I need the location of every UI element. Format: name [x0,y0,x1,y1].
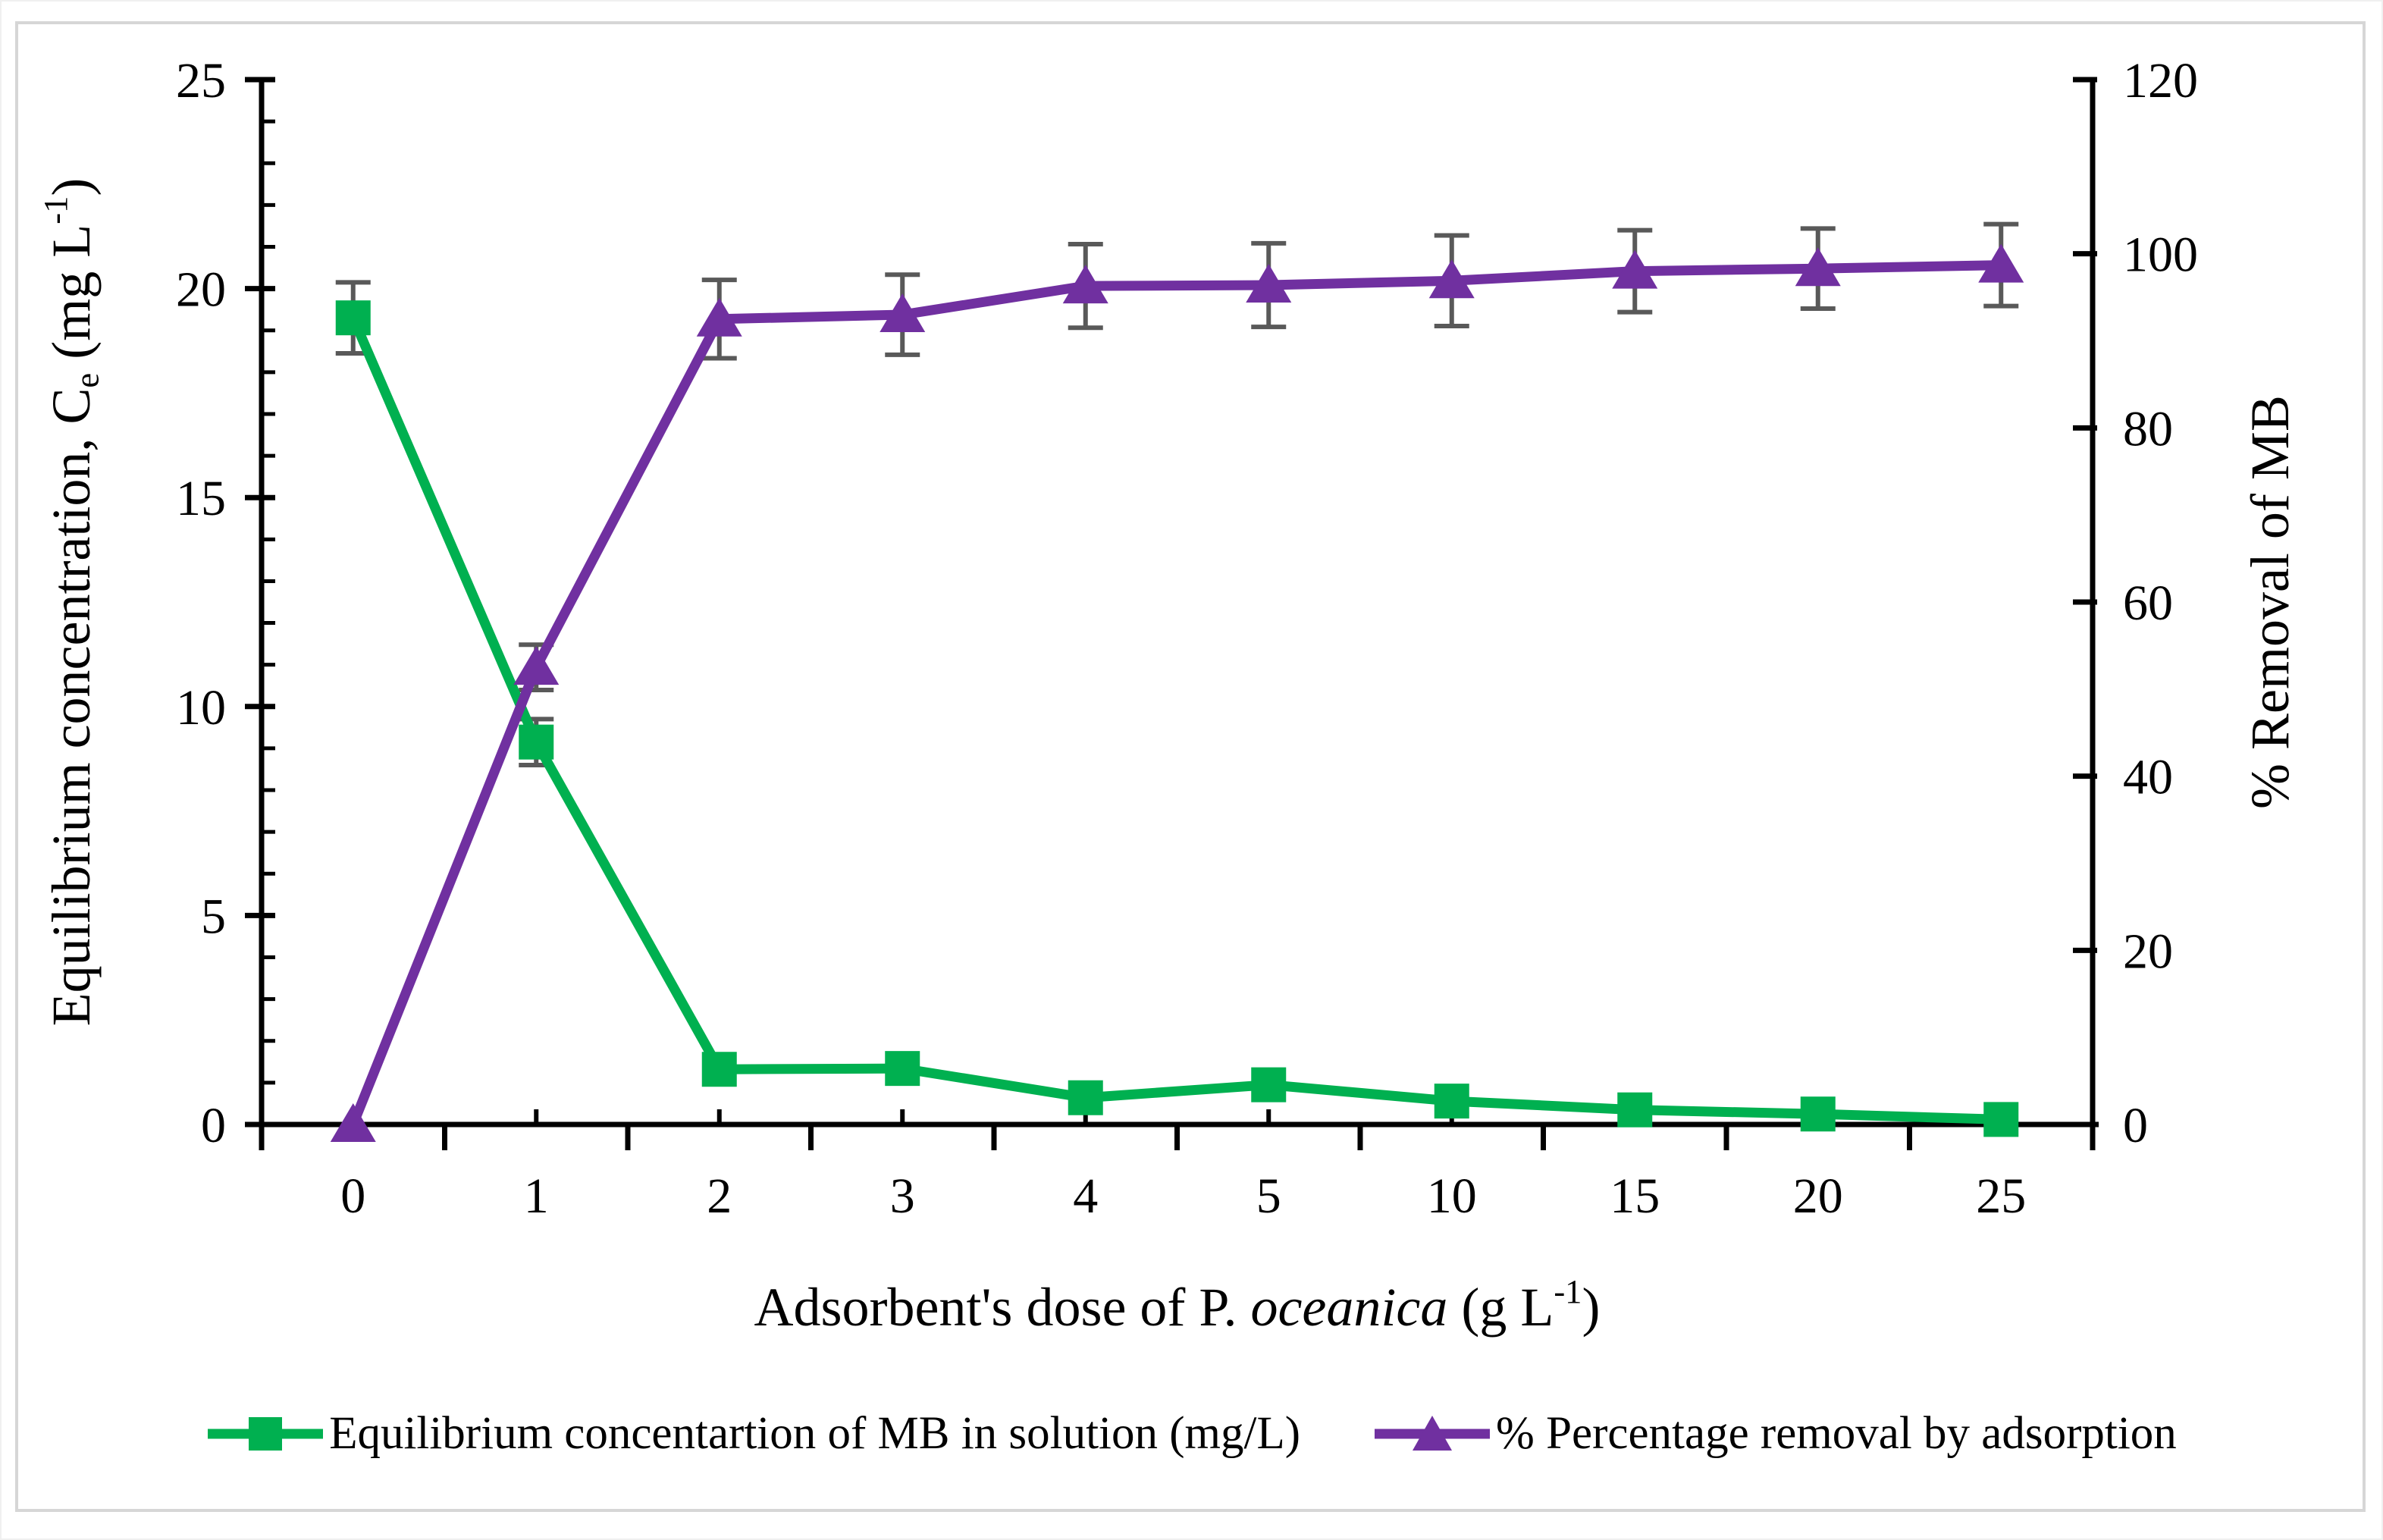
data-point-square [885,1051,920,1087]
data-point-square [1251,1067,1287,1102]
x-axis-tick-label: 2 [707,1168,732,1224]
data-point-square [519,724,554,760]
legend-swatch-square-icon [208,1417,324,1451]
data-point-triangle [1428,259,1475,299]
y-left-tick-label: 5 [201,889,226,944]
series-line-0 [348,315,2002,1124]
data-point-triangle [330,1103,376,1142]
data-point-triangle [1795,247,1841,287]
y-left-tick-label: 25 [176,53,226,108]
x-axis-tick-label: 25 [1976,1168,2026,1224]
x-axis-tick-label: 1 [524,1168,549,1224]
x-axis-tick-label: 3 [890,1168,915,1224]
axis-titles-group: Adsorbent's dose of P. oceanica (g L-1) E… [36,178,2300,1338]
y-left-tick-label: 0 [201,1098,226,1153]
legend-label-equilibrium: Equilibrium concentartion of MB in solut… [329,1408,1301,1459]
data-point-triangle [1612,249,1658,289]
data-point-triangle [513,646,560,685]
y-right-tick-label: 100 [2123,227,2198,283]
y-right-tick-label: 20 [2123,924,2173,979]
y-right-tick-label: 80 [2123,401,2173,456]
legend-item-equilibrium: Equilibrium concentartion of MB in solut… [206,1407,1300,1460]
series-line-1 [348,260,2002,1127]
x-axis-tick-label: 15 [1610,1168,1660,1224]
data-point-square [335,300,371,336]
x-axis-tick-label: 20 [1793,1168,1843,1224]
y-left-axis-title: Equilibrium concentration, Ce (mg L-1) [36,178,106,1027]
legend-swatch-triangle-icon [1375,1416,1491,1451]
data-point-square [1983,1102,2019,1137]
chart-legend: Equilibrium concentartion of MB in solut… [0,1407,2383,1460]
x-axis-tick-label: 10 [1427,1168,1477,1224]
y-right-tick-label: 60 [2123,576,2173,631]
x-axis-tick-label: 4 [1073,1168,1098,1224]
x-axis-tick-label: 5 [1256,1168,1281,1224]
y-left-tick-label: 10 [176,680,226,735]
x-axis-tick-label: 0 [340,1168,365,1224]
data-point-triangle [1246,264,1292,303]
data-point-square [701,1052,737,1087]
data-point-square [1068,1080,1103,1115]
data-point-triangle [696,297,742,337]
y-right-tick-label: 0 [2123,1098,2148,1153]
data-point-square [1617,1092,1653,1128]
data-series-group [330,243,2024,1142]
y-left-tick-label: 20 [176,262,226,318]
data-point-triangle [880,293,926,333]
data-point-square [1800,1096,1836,1132]
error-bars-group [335,221,2019,767]
y-left-tick-label: 15 [176,471,226,526]
data-point-square [1434,1084,1469,1119]
y-right-tick-label: 120 [2123,53,2198,108]
axis-lines-group [259,77,2099,1128]
axis-tick-labels-group: 0 5 10 15 20 25 0 20 40 60 80 100 120 0 1 2 3 4 5 10 15 20 25 [176,53,2198,1224]
legend-label-removal: % Percentage removal by adsorption [1496,1408,2177,1459]
y-right-axis-title: % Removal of MB [2240,395,2300,809]
y-right-tick-label: 40 [2123,750,2173,805]
data-point-triangle [1978,243,2024,283]
data-point-triangle [1062,265,1108,304]
legend-item-removal: % Percentage removal by adsorption [1373,1407,2177,1460]
x-axis-title: Adsorbent's dose of P. oceanica (g L-1) [754,1272,1601,1338]
